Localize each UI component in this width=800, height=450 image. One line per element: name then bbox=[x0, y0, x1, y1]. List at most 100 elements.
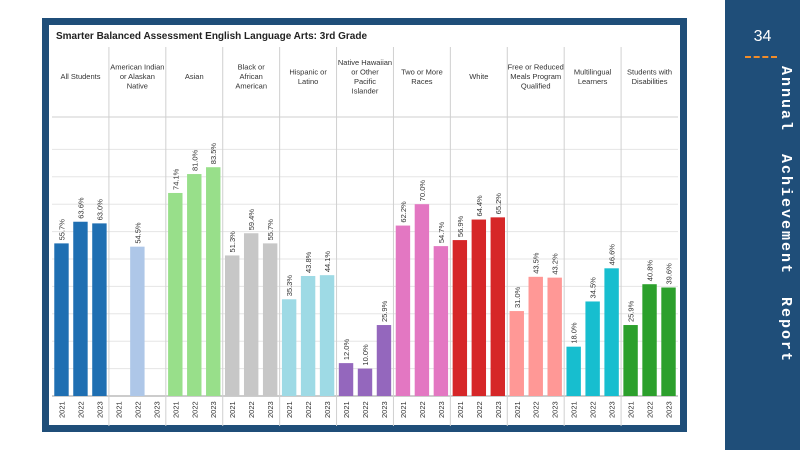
year-tick-label: 2023 bbox=[323, 401, 332, 418]
bar-data-label: 40.8% bbox=[646, 260, 655, 282]
bar-data-label: 31.0% bbox=[513, 286, 522, 308]
chart-svg: Smarter Balanced Assessment English Lang… bbox=[49, 25, 680, 426]
year-tick-label: 2023 bbox=[665, 401, 674, 418]
year-tick-label: 2021 bbox=[114, 401, 123, 418]
bar-data-label: 25.9% bbox=[380, 300, 389, 322]
year-tick-label: 2023 bbox=[266, 401, 275, 418]
bar-data-label: 10.0% bbox=[361, 344, 370, 366]
year-tick-label: 2022 bbox=[190, 401, 199, 418]
page-number: 34 bbox=[753, 28, 772, 45]
bar bbox=[547, 277, 562, 396]
bar bbox=[357, 368, 373, 396]
bar bbox=[414, 204, 430, 396]
bar bbox=[243, 233, 259, 396]
bar-data-label: 25.9% bbox=[627, 300, 636, 322]
bar-data-label: 44.1% bbox=[323, 251, 332, 273]
year-tick-label: 2023 bbox=[551, 401, 560, 418]
year-tick-label: 2022 bbox=[589, 401, 598, 418]
bar-data-label: 65.2% bbox=[494, 193, 503, 215]
bar bbox=[623, 325, 638, 396]
bar bbox=[130, 246, 145, 396]
bar-data-label: 43.2% bbox=[551, 253, 560, 275]
bar bbox=[566, 346, 581, 396]
year-tick-label: 2022 bbox=[532, 401, 541, 418]
bar-data-label: 43.8% bbox=[304, 251, 313, 273]
year-tick-label: 2021 bbox=[570, 401, 579, 418]
bar-data-label: 63.6% bbox=[76, 197, 85, 219]
group-label: White bbox=[469, 72, 488, 81]
bar bbox=[528, 276, 543, 396]
group-label: Free or Reduced Meals Program Qualified bbox=[508, 63, 564, 91]
bar-data-label: 12.0% bbox=[342, 339, 351, 361]
year-tick-label: 2021 bbox=[285, 401, 294, 418]
bar-data-label: 59.4% bbox=[247, 209, 256, 231]
page-number-accent bbox=[745, 56, 777, 58]
year-tick-label: 2021 bbox=[399, 401, 408, 418]
bar bbox=[471, 219, 487, 396]
bar bbox=[281, 299, 297, 396]
year-tick-label: 2023 bbox=[95, 401, 104, 418]
year-tick-label: 2023 bbox=[380, 401, 389, 418]
bar-data-label: 18.0% bbox=[570, 322, 579, 344]
group-label: Black or African American bbox=[235, 63, 267, 91]
bar-data-label: 43.5% bbox=[532, 252, 541, 274]
group-label: American Indian or Alaskan Native bbox=[110, 63, 164, 91]
bar bbox=[319, 275, 335, 396]
bar-data-label: 56.9% bbox=[456, 215, 465, 237]
bar-data-label: 55.7% bbox=[57, 219, 66, 241]
bar bbox=[54, 243, 69, 396]
bar bbox=[642, 284, 657, 396]
year-tick-label: 2021 bbox=[627, 401, 636, 418]
bar bbox=[225, 255, 240, 396]
year-tick-label: 2022 bbox=[646, 401, 655, 418]
year-tick-label: 2021 bbox=[228, 401, 237, 418]
year-tick-label: 2022 bbox=[304, 401, 313, 418]
bar-data-label: 35.3% bbox=[285, 275, 294, 297]
year-tick-label: 2022 bbox=[133, 401, 142, 418]
bar-data-label: 51.3% bbox=[228, 231, 237, 253]
year-tick-label: 2022 bbox=[76, 401, 85, 418]
year-tick-label: 2023 bbox=[209, 401, 218, 418]
year-tick-label: 2023 bbox=[608, 401, 617, 418]
group-label: Students with Disabilities bbox=[627, 67, 672, 86]
bar bbox=[168, 192, 183, 396]
year-tick-label: 2021 bbox=[57, 401, 66, 418]
bar-data-label: 63.0% bbox=[95, 199, 104, 221]
bar-data-label: 46.6% bbox=[608, 244, 617, 266]
bar bbox=[92, 223, 107, 396]
bar bbox=[376, 325, 392, 396]
year-tick-label: 2022 bbox=[361, 401, 370, 418]
report-title: Annual Achievement Report bbox=[777, 66, 794, 364]
bar-data-label: 70.0% bbox=[418, 180, 427, 202]
bar-data-label: 39.6% bbox=[665, 263, 674, 285]
bar bbox=[187, 174, 202, 396]
year-tick-label: 2022 bbox=[475, 401, 484, 418]
bar bbox=[395, 225, 411, 396]
year-tick-label: 2021 bbox=[456, 401, 465, 418]
bar-data-label: 81.0% bbox=[190, 149, 199, 171]
side-band: 34 Annual Achievement Report bbox=[725, 0, 800, 450]
year-tick-label: 2022 bbox=[418, 401, 427, 418]
chart-title: Smarter Balanced Assessment English Lang… bbox=[56, 31, 367, 42]
bar bbox=[338, 363, 354, 396]
bar-data-label: 55.7% bbox=[266, 219, 275, 241]
bar-data-label: 74.1% bbox=[171, 168, 180, 190]
bar-data-label: 64.4% bbox=[475, 195, 484, 217]
bar-data-label: 54.5% bbox=[133, 222, 142, 244]
year-tick-label: 2022 bbox=[247, 401, 256, 418]
group-label: Asian bbox=[185, 72, 204, 81]
bar bbox=[433, 246, 449, 396]
bar-data-label: 83.5% bbox=[209, 143, 218, 165]
bar bbox=[300, 275, 316, 396]
bar bbox=[509, 311, 524, 396]
year-tick-label: 2021 bbox=[171, 401, 180, 418]
bar bbox=[206, 167, 221, 396]
year-tick-label: 2021 bbox=[513, 401, 522, 418]
bar bbox=[585, 301, 600, 396]
bar-data-label: 62.2% bbox=[399, 201, 408, 223]
year-tick-label: 2023 bbox=[437, 401, 446, 418]
bar bbox=[604, 268, 619, 396]
year-tick-label: 2023 bbox=[494, 401, 503, 418]
group-label: Hispanic or Latino bbox=[289, 67, 327, 86]
year-tick-label: 2023 bbox=[152, 401, 161, 418]
